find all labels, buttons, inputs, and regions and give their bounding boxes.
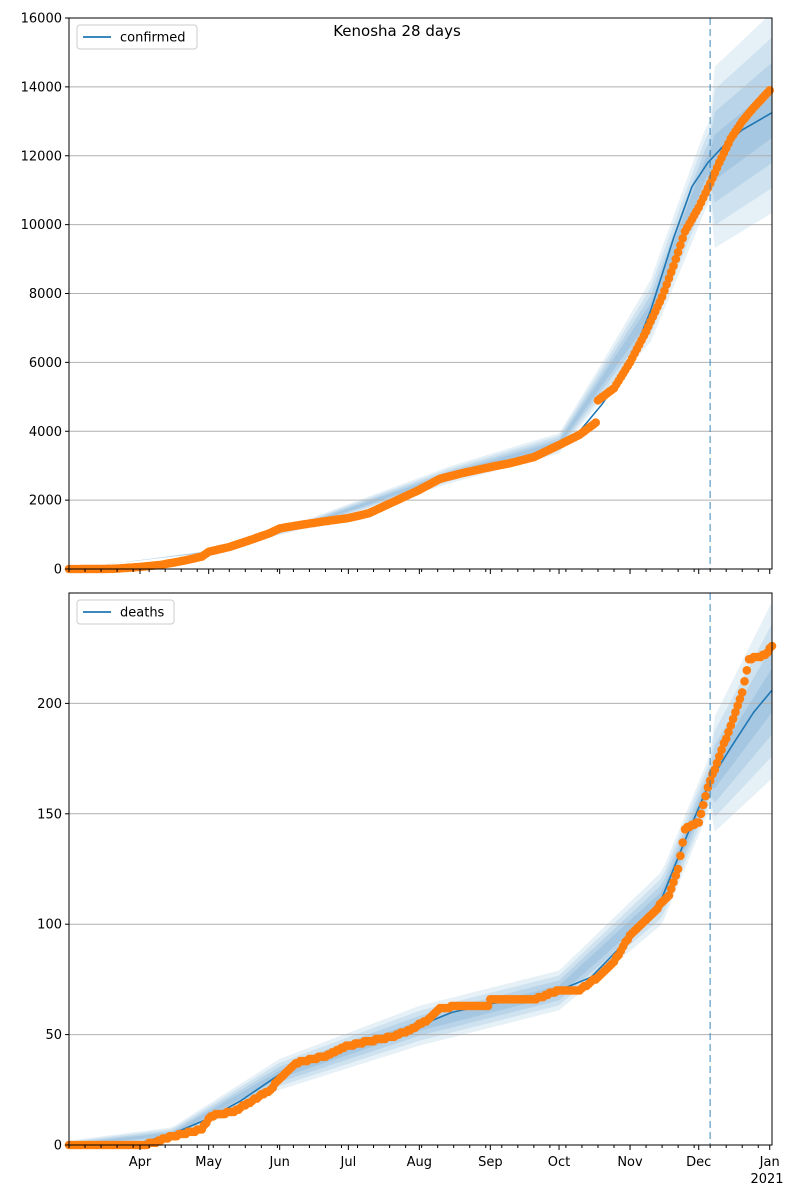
- observed-point: [483, 1001, 493, 1011]
- y-tick-label: 0: [54, 563, 62, 578]
- observed-point: [669, 261, 678, 271]
- deaths-axes-frame: [68, 592, 773, 1146]
- x-tick-label: Aug: [407, 1155, 432, 1170]
- y-tick-label: 2000: [29, 494, 62, 509]
- x-tick-label: May: [195, 1155, 222, 1170]
- observed-point: [735, 694, 745, 704]
- observed-point: [673, 247, 683, 257]
- y-tick-label: 10000: [21, 218, 62, 233]
- x-tick-label: Dec: [686, 1155, 711, 1170]
- y-tick-label: 150: [37, 807, 62, 822]
- y-tick-label: 6000: [29, 356, 62, 371]
- deaths-x-ticks: Apr May Jun Jul Aug Sep Oct Nov Dec Jan: [68, 1145, 780, 1170]
- observed-point: [678, 234, 687, 243]
- y-tick-label: 14000: [21, 80, 62, 95]
- observed-point: [740, 677, 749, 686]
- observed-point: [712, 758, 722, 768]
- observed-point: [715, 752, 724, 761]
- observed-point: [737, 688, 747, 697]
- x-tick-label: Oct: [548, 1155, 570, 1170]
- x-tick-label: Apr: [129, 1155, 152, 1170]
- y-tick-label: 16000: [21, 12, 62, 27]
- x-tick-label: Jun: [269, 1155, 290, 1170]
- deaths-y-ticks: 0 50 100 150 200: [37, 697, 69, 1154]
- observed-point: [728, 714, 738, 724]
- observed-point: [678, 838, 687, 847]
- observed-point: [765, 86, 774, 95]
- y-tick-label: 0: [54, 1139, 62, 1154]
- deaths-gridlines: [69, 702, 772, 1036]
- deaths-uncertainty-bands: [69, 601, 772, 1145]
- uncertainty-band-1: [69, 601, 772, 1145]
- observed-point: [721, 734, 731, 743]
- observed-point: [726, 721, 736, 730]
- legend-box: [76, 24, 198, 50]
- observed-point: [664, 891, 674, 900]
- x-tick-label: Nov: [617, 1155, 643, 1170]
- observed-point: [699, 800, 708, 810]
- observed-point: [696, 809, 706, 819]
- confirmed-y-ticks: 0 2000 4000 6000 8000 10000 12000 14000 16000: [21, 12, 69, 578]
- figure-title: Kenosha 28 days: [333, 22, 461, 40]
- observed-point: [694, 818, 703, 827]
- axes-frame: [68, 592, 773, 1146]
- x-tick-label: Sep: [478, 1155, 503, 1170]
- observed-point: [724, 727, 733, 737]
- observed-point: [669, 877, 678, 887]
- legend-box: [76, 599, 175, 625]
- observed-point: [591, 418, 600, 427]
- x-tick-label: Jan: [759, 1155, 780, 1170]
- y-tick-label: 4000: [29, 425, 62, 440]
- confirmed-panel: 0 2000 4000 6000 8000 10000 12000 14000 16000 co…: [21, 12, 774, 578]
- deaths-legend: deaths: [76, 599, 175, 625]
- deaths-panel: 0 50 100 150 200 Apr May Jun Jul Aug Sep Oct Nov Dec…: [37, 592, 780, 1170]
- y-tick-label: 200: [37, 697, 62, 712]
- observed-point: [742, 666, 752, 675]
- confirmed-observed-points: [64, 86, 774, 574]
- legend-label: confirmed: [120, 31, 186, 46]
- y-tick-label: 50: [45, 1028, 62, 1043]
- observed-point: [717, 745, 726, 755]
- observed-point: [671, 254, 681, 264]
- observed-point: [676, 851, 685, 861]
- observed-point: [731, 707, 740, 717]
- observed-point: [671, 871, 681, 880]
- observed-point: [676, 241, 685, 250]
- observed-point: [710, 765, 720, 774]
- y-tick-label: 12000: [21, 149, 62, 164]
- observed-point: [666, 884, 676, 894]
- x-axis-year-label: 2021: [750, 1172, 783, 1187]
- observed-point: [673, 864, 683, 874]
- observed-point: [701, 791, 710, 801]
- y-tick-label: 8000: [29, 287, 62, 302]
- y-tick-label: 100: [37, 918, 62, 933]
- confirmed-legend: confirmed: [76, 24, 198, 50]
- confirmed-x-ticks: [68, 569, 771, 574]
- x-tick-label: Jul: [340, 1155, 357, 1170]
- legend-label: deaths: [120, 606, 165, 621]
- observed-point: [733, 701, 742, 710]
